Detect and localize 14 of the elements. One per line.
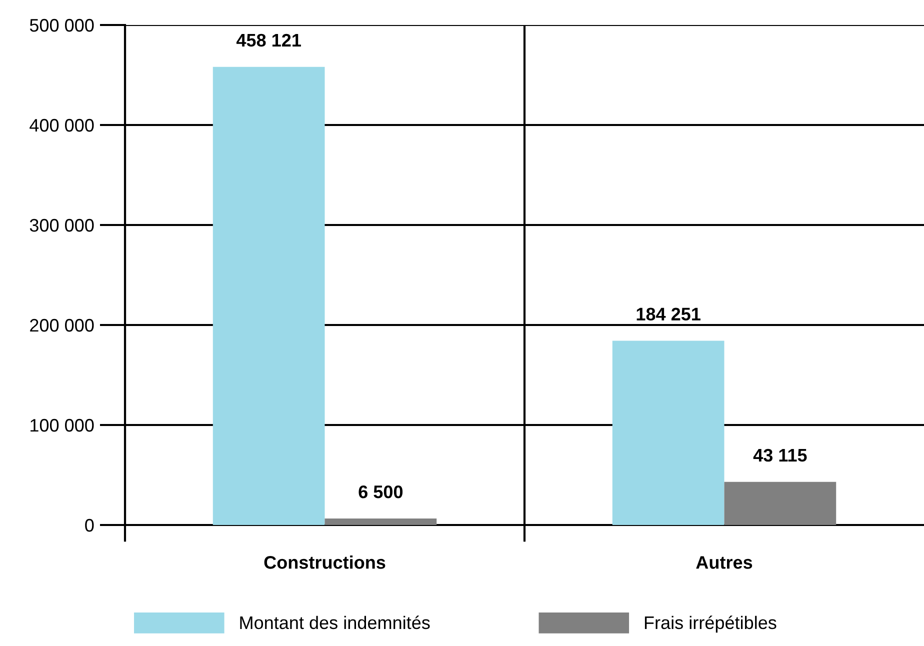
data-label: 184 251	[636, 308, 700, 321]
x-tick-label: Constructions	[264, 556, 386, 569]
legend-label: Frais irrépétibles	[644, 616, 776, 633]
data-label: 43 115	[753, 448, 807, 462]
y-tick-label: 100 000	[30, 418, 94, 432]
y-tick-label: 300 000	[30, 218, 94, 232]
x-tick-label: Autres	[696, 556, 752, 569]
data-label: 458 121	[236, 34, 301, 47]
y-tick-label: 200 000	[30, 318, 94, 332]
y-tick-label: 0	[85, 518, 94, 532]
data-label: 6 500	[358, 485, 403, 498]
legend-label: Montant des indemnités	[240, 616, 430, 630]
y-tick-label: 500 000	[30, 18, 94, 32]
y-tick-label: 400 000	[30, 118, 94, 132]
